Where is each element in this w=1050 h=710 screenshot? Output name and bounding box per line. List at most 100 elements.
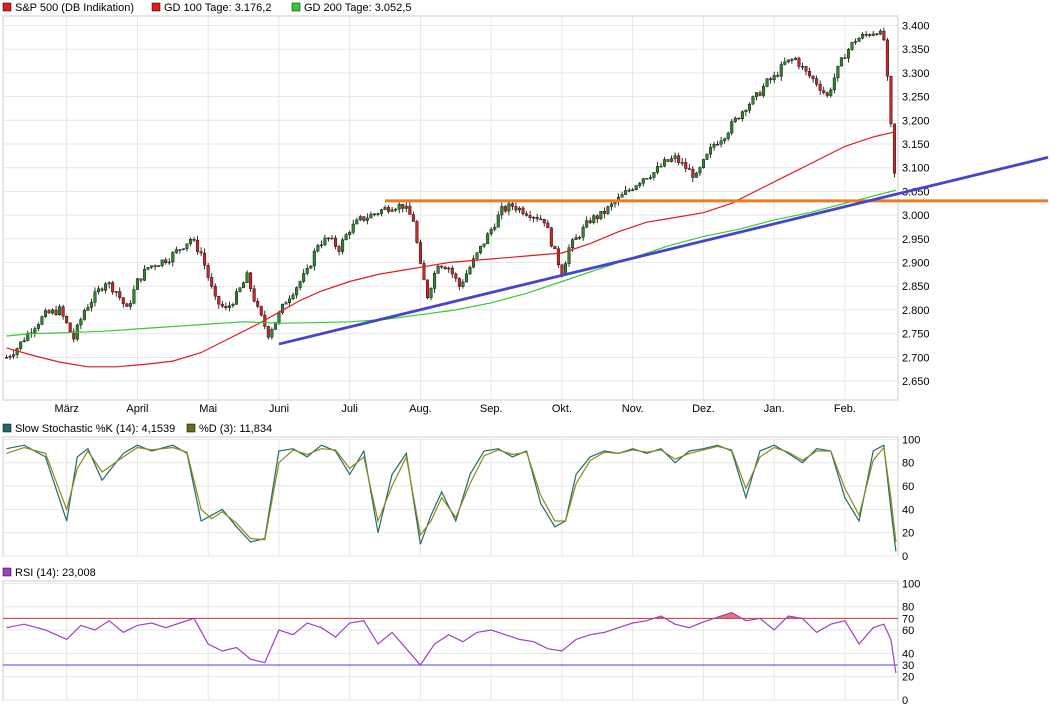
candle xyxy=(818,80,822,95)
candle xyxy=(829,87,833,98)
candle xyxy=(546,219,550,228)
stoch-series xyxy=(6,444,897,552)
candle xyxy=(252,285,256,303)
candle xyxy=(291,292,295,301)
candle xyxy=(8,354,12,360)
candle xyxy=(97,285,101,295)
candle xyxy=(404,202,408,213)
candle xyxy=(100,287,104,292)
price-x-tick-label: Juni xyxy=(269,403,289,415)
candle xyxy=(348,230,352,240)
candle xyxy=(535,213,539,222)
candle xyxy=(104,282,108,294)
legend-gd100: GD 100 Tage: 3.176,2 xyxy=(164,2,271,14)
candle xyxy=(199,247,203,257)
candle xyxy=(861,31,865,40)
candle xyxy=(309,265,313,269)
candle xyxy=(210,273,214,289)
rsi-y-tick-label: 0 xyxy=(902,695,908,707)
rsi-reference-lines xyxy=(3,617,898,666)
candle xyxy=(712,141,716,151)
candle xyxy=(747,102,751,114)
candle xyxy=(489,227,493,237)
candle xyxy=(606,205,610,216)
price-x-tick-label: Sep. xyxy=(480,403,503,415)
candle xyxy=(387,205,391,214)
candle xyxy=(740,110,744,122)
candle xyxy=(567,244,571,267)
candle xyxy=(40,315,44,326)
stoch-legend: Slow Stochastic %K (14): 4,1539 %D (3): … xyxy=(2,423,272,435)
candle xyxy=(143,265,147,281)
candle xyxy=(687,163,691,170)
candle xyxy=(454,272,458,282)
candle xyxy=(418,239,422,265)
candle xyxy=(783,57,787,66)
price-candles xyxy=(5,27,896,360)
candle xyxy=(51,308,55,315)
candle xyxy=(440,265,444,269)
candle xyxy=(433,270,437,293)
candle xyxy=(500,202,504,220)
stoch-k-line xyxy=(6,444,897,552)
rsi-y-tick-label: 20 xyxy=(902,672,914,684)
legend-sp500: S&P 500 (DB Indikation) xyxy=(15,2,134,14)
candle xyxy=(447,266,451,273)
stoch-y-tick-label: 20 xyxy=(902,528,914,540)
candle xyxy=(588,217,592,225)
candle xyxy=(213,283,217,301)
candle xyxy=(532,216,536,223)
candle xyxy=(892,123,896,178)
candle xyxy=(868,33,872,38)
legend-swatch-gd200 xyxy=(291,2,301,12)
candle xyxy=(719,136,723,148)
candle xyxy=(139,278,143,283)
candle xyxy=(684,158,688,173)
candle xyxy=(843,54,847,59)
candle xyxy=(779,61,783,81)
candle xyxy=(305,264,309,276)
rsi-fills xyxy=(654,612,802,619)
price-x-tick-label: Mai xyxy=(199,403,217,415)
candle xyxy=(648,174,652,180)
candle xyxy=(815,75,819,87)
candle xyxy=(663,156,667,168)
price-x-tick-label: Dez. xyxy=(692,403,715,415)
candle xyxy=(266,325,270,340)
candle xyxy=(581,224,585,241)
candle xyxy=(482,243,486,249)
candle xyxy=(181,248,185,251)
candle xyxy=(390,206,394,212)
price-y-tick-label: 3.100 xyxy=(902,163,930,175)
candle xyxy=(758,90,762,97)
price-series xyxy=(6,131,897,368)
candle xyxy=(383,205,387,211)
legend-swatch-gd100 xyxy=(151,2,161,12)
candle xyxy=(245,270,249,284)
candle xyxy=(811,75,815,83)
candle xyxy=(878,28,882,36)
candle xyxy=(302,268,306,284)
candle xyxy=(355,217,359,225)
rsi-y-tick-label: 30 xyxy=(902,660,914,672)
candle xyxy=(196,235,200,255)
price-y-tick-label: 3.300 xyxy=(902,68,930,80)
price-y-tick-label: 3.350 xyxy=(902,44,930,56)
stoch-panel: 0 20 40 60 80 100 xyxy=(2,434,920,563)
candle xyxy=(79,317,83,329)
candle xyxy=(5,354,9,359)
candle xyxy=(514,202,518,213)
stoch-y-tick-label: 80 xyxy=(902,458,914,470)
candle xyxy=(362,216,366,223)
candle xyxy=(525,211,529,217)
price-annotations xyxy=(278,156,1049,346)
price-y-tick-label: 2.850 xyxy=(902,281,930,293)
candle xyxy=(270,327,274,340)
candle xyxy=(319,240,323,249)
candle xyxy=(89,298,93,312)
candle xyxy=(167,258,171,265)
price-y-tick-label: 2.700 xyxy=(902,352,930,364)
rsi-y-tick-label: 100 xyxy=(902,578,920,590)
candle xyxy=(864,31,868,38)
rsi-y-tick-label: 60 xyxy=(902,625,914,637)
